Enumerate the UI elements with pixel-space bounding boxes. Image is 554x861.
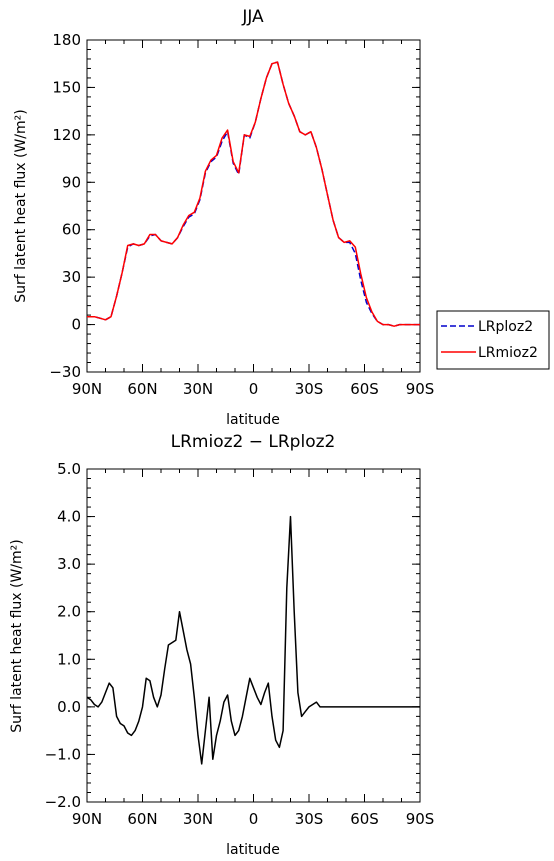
bottom-x-tick-label: 30N	[183, 810, 213, 828]
top-y-tick-label: 90	[62, 173, 81, 191]
top-x-tick-label: 60S	[350, 380, 379, 398]
bottom-x-tick-label: 90N	[72, 810, 102, 828]
top-series-line-lrmioz2	[87, 61, 420, 327]
bottom-x-axis-label: latitude	[226, 842, 280, 858]
bottom-y-tick-label: 5.0	[57, 460, 81, 478]
bottom-x-tick-label: 60N	[127, 810, 157, 828]
top-x-tick-label: 60N	[127, 380, 157, 398]
bottom-x-tick-label: 0	[249, 810, 259, 828]
top-x-tick-label: 0	[249, 380, 259, 398]
legend: LRploz2 LRmioz2	[436, 310, 550, 370]
bottom-chart-title: LRmioz2 − LRploz2	[171, 432, 336, 452]
top-x-tick-label: 90N	[72, 380, 102, 398]
top-y-axis-label: Surf latent heat flux (W/m²)	[13, 109, 29, 302]
bottom-y-tick-label: 1.0	[57, 650, 81, 668]
top-y-tick-label: 60	[62, 221, 81, 239]
top-y-tick-label: −30	[49, 363, 81, 381]
bottom-y-tick-label: 0.0	[57, 698, 81, 716]
legend-label-lrmioz2: LRmioz2	[478, 345, 538, 361]
legend-box	[436, 310, 550, 370]
bottom-series-line-difference	[86, 515, 420, 765]
top-panel: JJA 90N 60N 30N 0 30S 60S 90S 180 150 120 90 60 30 0 −…	[13, 7, 434, 428]
bottom-x-tick-label: 90S	[406, 810, 435, 828]
bottom-y-tick-label: 3.0	[57, 555, 81, 573]
bottom-x-tick-label: 60S	[350, 810, 379, 828]
bottom-y-tick-label: 2.0	[57, 603, 81, 621]
bottom-y-tick-label: −1.0	[45, 745, 81, 763]
bottom-y-axis-label: Surf latent heat flux (W/m²)	[9, 539, 25, 732]
top-y-tick-label: 30	[62, 268, 81, 286]
bottom-plot-frame	[86, 468, 421, 803]
top-y-tick-label: 0	[71, 316, 81, 334]
bottom-y-tick-label: −2.0	[45, 793, 81, 811]
top-x-axis-label: latitude	[226, 412, 280, 428]
bottom-panel: LRmioz2 − LRploz2 90N 60N 30N 0 30S 60S 90S 5.0…	[9, 432, 434, 858]
top-plot-frame	[86, 39, 421, 373]
top-x-tick-label: 90S	[406, 380, 435, 398]
top-x-tick-label: 30S	[295, 380, 324, 398]
top-chart-title: JJA	[241, 7, 264, 27]
legend-label-lrploz2: LRploz2	[478, 319, 533, 335]
top-y-tick-label: 120	[52, 126, 81, 144]
top-y-tick-label: 150	[52, 78, 81, 96]
bottom-x-tick-label: 30S	[295, 810, 324, 828]
top-y-tick-label: 180	[52, 31, 81, 49]
bottom-y-tick-label: 4.0	[57, 508, 81, 526]
top-x-tick-label: 30N	[183, 380, 213, 398]
top-series-line-lrploz2	[87, 61, 420, 327]
